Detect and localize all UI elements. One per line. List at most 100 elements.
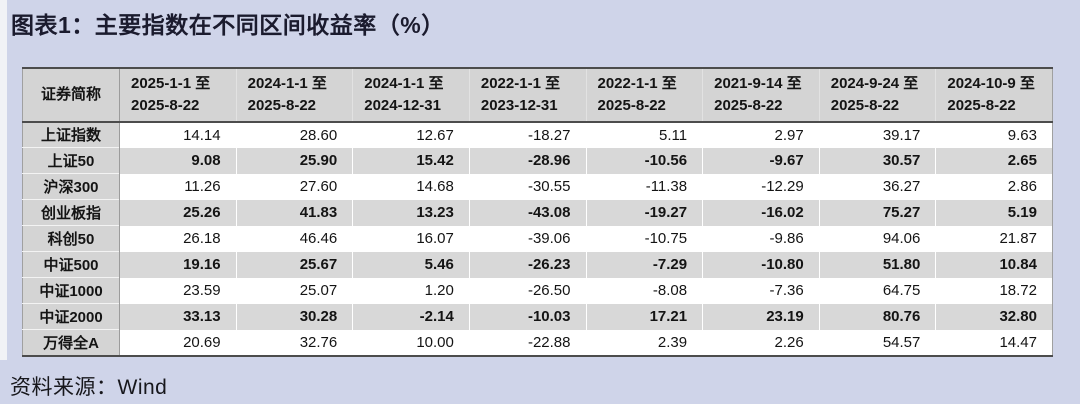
return-value-cell: 23.59 <box>119 277 237 304</box>
table-row: 沪深300 11.26 27.60 14.68 -30.55 -11.38 -12.29 36… <box>22 173 1053 200</box>
return-value-cell: 23.19 <box>702 303 820 330</box>
column-header-period: 2024-1-1 至 2024-12-31 <box>352 68 470 123</box>
index-name-cell: 万得全A <box>22 329 120 356</box>
return-value-cell: 32.80 <box>935 303 1053 330</box>
return-value-cell: 26.18 <box>119 225 237 252</box>
return-value-cell: -8.08 <box>585 277 703 304</box>
return-value-cell: 10.84 <box>935 251 1053 278</box>
return-value-cell: -19.27 <box>585 199 703 226</box>
table-row: 上证50 9.08 25.90 15.42 -28.96 -10.56 -9.67 30.57… <box>22 147 1053 174</box>
table-row: 上证指数 14.14 28.60 12.67 -18.27 5.11 2.97 39.17 9.… <box>22 121 1053 148</box>
figure-title: 图表1：主要指数在不同区间收益率（%） <box>11 12 445 38</box>
index-name-cell: 中证1000 <box>22 277 120 304</box>
return-value-cell: 1.20 <box>352 277 470 304</box>
return-value-cell: -22.88 <box>468 329 586 356</box>
return-value-cell: 25.07 <box>235 277 353 304</box>
return-value-cell: 2.86 <box>935 173 1053 200</box>
return-value-cell: 19.16 <box>119 251 237 278</box>
returns-table-wrap: 证券简称 2025-1-1 至 2025-8-22 2024-1-1 至 2025-… <box>22 67 1053 357</box>
return-value-cell: 14.14 <box>119 121 237 148</box>
return-value-cell: 25.90 <box>235 147 353 174</box>
return-value-cell: -43.08 <box>468 199 586 226</box>
return-value-cell: -18.27 <box>468 121 586 148</box>
return-value-cell: 9.08 <box>119 147 237 174</box>
data-source-label: 资料来源：Wind <box>10 376 168 399</box>
return-value-cell: 64.75 <box>818 277 936 304</box>
return-value-cell: 16.07 <box>352 225 470 252</box>
column-header-security-name: 证券简称 <box>22 68 120 123</box>
return-value-cell: -30.55 <box>468 173 586 200</box>
return-value-cell: 2.26 <box>702 329 820 356</box>
return-value-cell: 2.39 <box>585 329 703 356</box>
return-value-cell: -12.29 <box>702 173 820 200</box>
index-name-cell: 沪深300 <box>22 173 120 200</box>
return-value-cell: 5.11 <box>585 121 703 148</box>
return-value-cell: 14.47 <box>935 329 1053 356</box>
table-row: 科创50 26.18 46.46 16.07 -39.06 -10.75 -9.86 94.0… <box>22 225 1053 252</box>
return-value-cell: -28.96 <box>468 147 586 174</box>
column-header-period: 2024-1-1 至 2025-8-22 <box>235 68 353 123</box>
index-name-cell: 上证50 <box>22 147 120 174</box>
return-value-cell: 80.76 <box>818 303 936 330</box>
return-value-cell: -10.03 <box>468 303 586 330</box>
column-header-period: 2024-9-24 至 2025-8-22 <box>818 68 936 123</box>
return-value-cell: 25.26 <box>119 199 237 226</box>
index-name-cell: 中证2000 <box>22 303 120 330</box>
return-value-cell: 25.67 <box>235 251 353 278</box>
return-value-cell: -10.75 <box>585 225 703 252</box>
index-name-cell: 创业板指 <box>22 199 120 226</box>
return-value-cell: -26.50 <box>468 277 586 304</box>
return-value-cell: -7.29 <box>585 251 703 278</box>
return-value-cell: 51.80 <box>818 251 936 278</box>
return-value-cell: 2.97 <box>702 121 820 148</box>
header-row: 证券简称 2025-1-1 至 2025-8-22 2024-1-1 至 2025-… <box>22 68 1053 123</box>
table-row: 中证2000 33.13 30.28 -2.14 -10.03 17.21 23.19 80.… <box>22 303 1053 330</box>
column-header-period: 2021-9-14 至 2025-8-22 <box>702 68 820 123</box>
return-value-cell: -26.23 <box>468 251 586 278</box>
return-value-cell: 30.28 <box>235 303 353 330</box>
returns-table: 证券简称 2025-1-1 至 2025-8-22 2024-1-1 至 2025-… <box>22 67 1053 357</box>
return-value-cell: 75.27 <box>818 199 936 226</box>
return-value-cell: 39.17 <box>818 121 936 148</box>
return-value-cell: -16.02 <box>702 199 820 226</box>
return-value-cell: -10.56 <box>585 147 703 174</box>
return-value-cell: -11.38 <box>585 173 703 200</box>
return-value-cell: 27.60 <box>235 173 353 200</box>
return-value-cell: 11.26 <box>119 173 237 200</box>
page-edge-strip <box>0 0 7 360</box>
table-row: 创业板指 25.26 41.83 13.23 -43.08 -19.27 -16.02 75.… <box>22 199 1053 226</box>
table-body: 上证指数 14.14 28.60 12.67 -18.27 5.11 2.97 39.17 9.… <box>22 121 1053 356</box>
return-value-cell: -39.06 <box>468 225 586 252</box>
return-value-cell: 14.68 <box>352 173 470 200</box>
return-value-cell: 5.46 <box>352 251 470 278</box>
return-value-cell: 18.72 <box>935 277 1053 304</box>
column-header-period: 2024-10-9 至 2025-8-22 <box>935 68 1053 123</box>
return-value-cell: 2.65 <box>935 147 1053 174</box>
return-value-cell: 36.27 <box>818 173 936 200</box>
return-value-cell: 41.83 <box>235 199 353 226</box>
index-name-cell: 上证指数 <box>22 121 120 148</box>
return-value-cell: 94.06 <box>818 225 936 252</box>
return-value-cell: 5.19 <box>935 199 1053 226</box>
return-value-cell: 15.42 <box>352 147 470 174</box>
return-value-cell: 30.57 <box>818 147 936 174</box>
return-value-cell: -10.80 <box>702 251 820 278</box>
column-header-period: 2025-1-1 至 2025-8-22 <box>119 68 237 123</box>
return-value-cell: 17.21 <box>585 303 703 330</box>
return-value-cell: 28.60 <box>235 121 353 148</box>
table-row: 中证1000 23.59 25.07 1.20 -26.50 -8.08 -7.36 64.7… <box>22 277 1053 304</box>
table-row: 中证500 19.16 25.67 5.46 -26.23 -7.29 -10.80 51.8… <box>22 251 1053 278</box>
return-value-cell: 54.57 <box>818 329 936 356</box>
column-header-period: 2022-1-1 至 2025-8-22 <box>585 68 703 123</box>
return-value-cell: 33.13 <box>119 303 237 330</box>
return-value-cell: 12.67 <box>352 121 470 148</box>
return-value-cell: -7.36 <box>702 277 820 304</box>
return-value-cell: -9.67 <box>702 147 820 174</box>
return-value-cell: 32.76 <box>235 329 353 356</box>
return-value-cell: 20.69 <box>119 329 237 356</box>
column-header-period: 2022-1-1 至 2023-12-31 <box>468 68 586 123</box>
return-value-cell: 10.00 <box>352 329 470 356</box>
return-value-cell: 13.23 <box>352 199 470 226</box>
return-value-cell: 21.87 <box>935 225 1053 252</box>
index-name-cell: 中证500 <box>22 251 120 278</box>
